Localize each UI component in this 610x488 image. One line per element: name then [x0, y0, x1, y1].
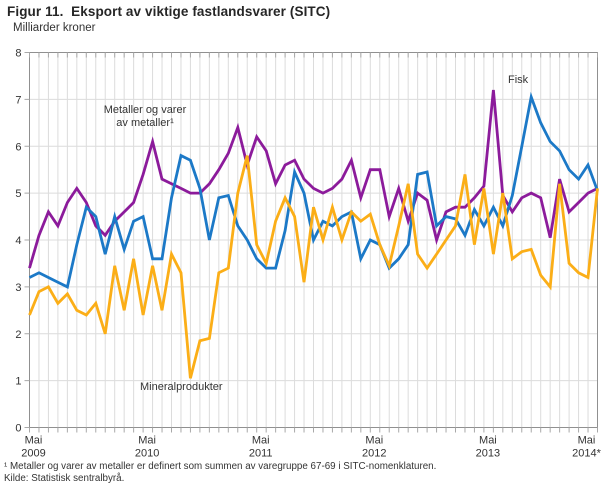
- series-line-fisk: [28, 91, 599, 289]
- footnotes: ¹ Metaller og varer av metaller er defin…: [4, 461, 436, 485]
- series-label-mineral: Mineralprodukter: [140, 381, 223, 393]
- y-tick-label: 8: [15, 48, 21, 60]
- x-tick-label-month: Mai: [138, 435, 156, 447]
- x-tick-label-year: 2010: [135, 448, 159, 460]
- x-tick-label-month: Mai: [578, 435, 596, 447]
- x-tick-label-year: 2013: [476, 448, 500, 460]
- figure-title: Figur 11. Eksport av viktige fastlandsva…: [7, 4, 331, 19]
- x-tick-label-year: 2009: [21, 448, 45, 460]
- x-tick-label-month: Mai: [252, 435, 270, 447]
- x-tick-label-year: 2014*: [572, 448, 601, 460]
- x-tick-label-month: Mai: [365, 435, 383, 447]
- footnote-1: ¹ Metaller og varer av metaller er defin…: [4, 461, 437, 472]
- series-label-fisk: Fisk: [508, 74, 529, 86]
- x-tick-label-month: Mai: [25, 435, 43, 447]
- y-tick-label: 0: [15, 423, 21, 435]
- series-label-metaller-line2: av metaller¹: [116, 117, 174, 129]
- figure-subtitle: Milliarder kroner: [13, 22, 96, 34]
- series-label-metaller-line1: Metaller og varer: [103, 104, 187, 116]
- x-tick-label-year: 2011: [249, 448, 273, 460]
- x-tick-label-year: 2012: [362, 448, 386, 460]
- x-tick-label-month: Mai: [479, 435, 497, 447]
- y-tick-label: 7: [15, 94, 21, 106]
- footnote-source: Kilde: Statistisk sentralbyrå.: [4, 473, 125, 484]
- y-tick-label: 1: [15, 376, 21, 388]
- y-tick-label: 6: [15, 141, 21, 153]
- series-line-mineral: [28, 155, 599, 379]
- y-tick-label: 4: [15, 235, 21, 247]
- series-label-metaller: Metaller og varer av metaller¹: [95, 104, 195, 130]
- y-tick-label: 3: [15, 282, 21, 294]
- y-tick-label: 2: [15, 329, 21, 341]
- y-tick-label: 5: [15, 188, 21, 200]
